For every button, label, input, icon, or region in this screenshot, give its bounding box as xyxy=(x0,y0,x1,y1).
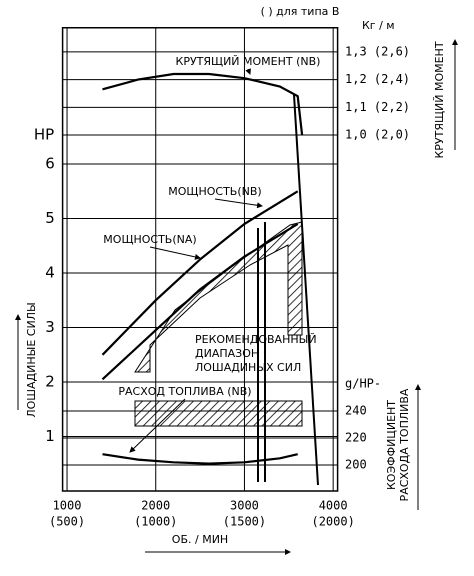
y3-unit: g/HP- xyxy=(345,377,381,391)
x-secondary-tick-label: (2000) xyxy=(311,515,354,529)
y2-tick-label: 1,1 (2,2) xyxy=(345,100,410,114)
x-tick-label: 3000 xyxy=(230,499,259,513)
series-line xyxy=(102,453,298,465)
y3-tick-label: 220 xyxy=(345,431,367,445)
y-unit: HP xyxy=(34,126,54,144)
y2-axis-label: КРУТЯЩИЙ МОМЕНТ xyxy=(433,41,446,158)
y-tick-label: 2 xyxy=(45,373,55,391)
series-line xyxy=(101,222,299,381)
y2-unit: Кг / м xyxy=(362,19,395,32)
y-tick-label: 6 xyxy=(45,155,55,173)
series-label: МОЩНОСТЬ(NA) xyxy=(103,233,196,246)
x-tick-label: 2000 xyxy=(141,499,170,513)
y-tick-label: 4 xyxy=(45,264,55,282)
governor-line xyxy=(293,94,319,486)
x-axis-label: ОБ. / МИН xyxy=(172,533,228,546)
y2-tick-label: 1,0 (2,0) xyxy=(345,128,410,142)
layout xyxy=(15,39,458,555)
series-label-arrow xyxy=(214,198,263,209)
y2-tick-label: 1,3 (2,6) xyxy=(345,44,410,58)
annotation-text: ДИАПАЗОН xyxy=(195,347,259,360)
y3-axis-label: РАСХОДА ТОПЛИВА xyxy=(398,388,411,501)
series-label-arrow xyxy=(245,68,251,75)
series-label: МОЩНОСТЬ(NB) xyxy=(168,185,261,198)
x-secondary-tick-label: (1000) xyxy=(134,515,177,529)
y-tick-label: 1 xyxy=(45,427,55,445)
series-label-arrow xyxy=(149,246,201,260)
x-tick-label: 4000 xyxy=(319,499,348,513)
y2-tick-label: 1,2 (2,4) xyxy=(345,72,410,86)
y3-tick-label: 200 xyxy=(345,458,367,472)
y-tick-label: 3 xyxy=(45,318,55,336)
annotation-text: ЛОШАДИНЫХ СИЛ xyxy=(195,361,301,374)
series-line xyxy=(102,72,304,136)
y-tick-label: 5 xyxy=(45,209,55,227)
plot-frame xyxy=(61,27,339,492)
y3-axis-label: КОЭФФИЦИЕНТ xyxy=(385,400,398,490)
chart-title: ( ) для типа B xyxy=(261,5,340,18)
fuel-hatch xyxy=(134,400,303,427)
x-secondary-tick-label: (1500) xyxy=(223,515,266,529)
series-label: РАСХОД ТОПЛИВА (NB) xyxy=(118,385,251,398)
series-label: КРУТЯЩИЙ МОМЕНТ (NB) xyxy=(176,55,321,68)
series-label-arrow xyxy=(129,398,186,453)
annotation-text: РЕКОМЕНДОВАННЫЙ xyxy=(195,333,317,346)
y3-tick-label: 240 xyxy=(345,404,367,418)
annotation: РЕКОМЕНДОВАННЫЙ ДИАПАЗОН ЛОШАДИНЫХ СИЛ xyxy=(195,333,317,374)
x-tick-label: 1000 xyxy=(53,499,82,513)
y-axis-label: ЛОШАДИНЫЕ СИЛЫ xyxy=(25,302,38,417)
x-secondary-tick-label: (500) xyxy=(49,515,85,529)
